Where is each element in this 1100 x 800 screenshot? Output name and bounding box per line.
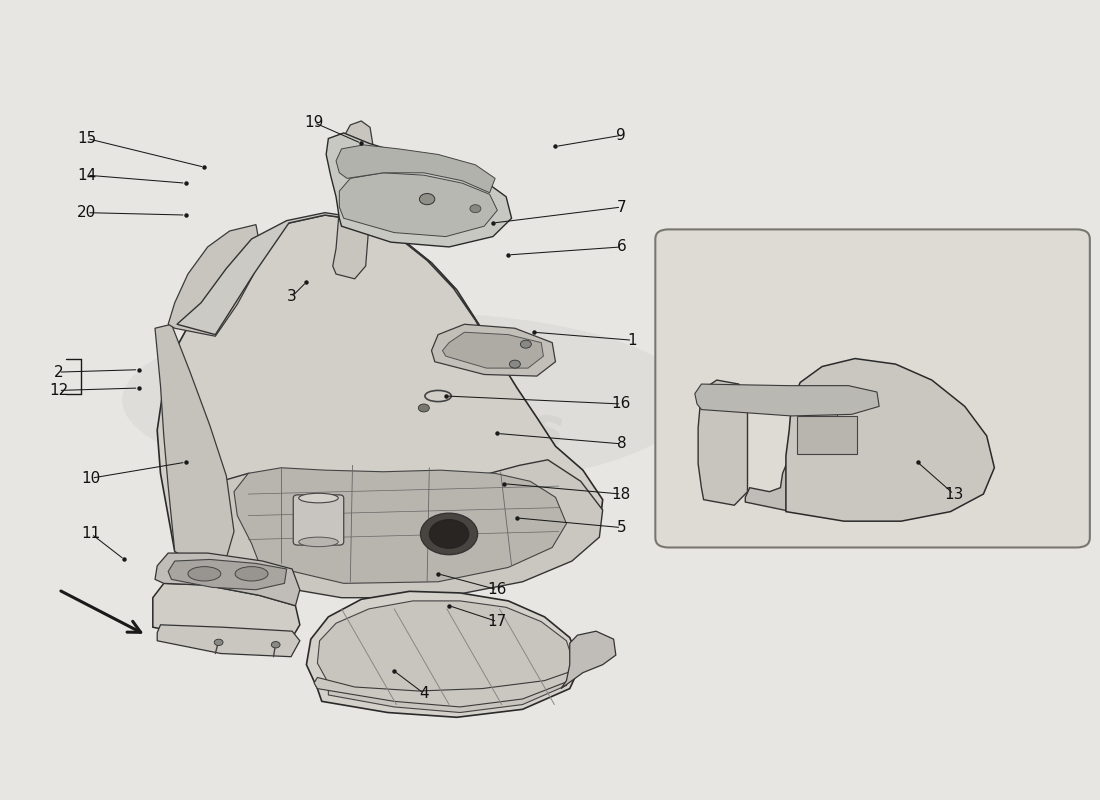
Ellipse shape xyxy=(188,566,221,581)
Text: 11: 11 xyxy=(81,526,101,542)
FancyBboxPatch shape xyxy=(294,495,343,545)
Polygon shape xyxy=(177,213,497,356)
Polygon shape xyxy=(155,324,234,577)
Polygon shape xyxy=(442,332,543,368)
Polygon shape xyxy=(431,324,556,376)
Text: 17: 17 xyxy=(487,614,507,629)
Text: 13: 13 xyxy=(944,486,964,502)
Polygon shape xyxy=(153,583,300,643)
Circle shape xyxy=(214,639,223,646)
Circle shape xyxy=(470,205,481,213)
Text: 18: 18 xyxy=(612,486,631,502)
Text: 6: 6 xyxy=(616,239,626,254)
Text: classiparts: classiparts xyxy=(245,341,570,459)
Polygon shape xyxy=(315,671,572,707)
Text: 20: 20 xyxy=(77,205,97,220)
Polygon shape xyxy=(327,133,512,247)
Text: 9: 9 xyxy=(616,128,626,143)
Text: 1: 1 xyxy=(627,333,637,348)
Text: 16: 16 xyxy=(487,582,507,598)
Ellipse shape xyxy=(122,312,693,488)
Polygon shape xyxy=(561,631,616,689)
Circle shape xyxy=(509,360,520,368)
Circle shape xyxy=(418,404,429,412)
Polygon shape xyxy=(336,145,495,193)
Circle shape xyxy=(272,642,280,648)
Circle shape xyxy=(520,340,531,348)
Polygon shape xyxy=(157,625,300,657)
Text: 5: 5 xyxy=(616,520,626,535)
Circle shape xyxy=(429,519,469,548)
Polygon shape xyxy=(698,380,748,506)
Polygon shape xyxy=(785,358,994,521)
Polygon shape xyxy=(205,460,603,598)
Text: 10: 10 xyxy=(81,470,101,486)
Text: 3: 3 xyxy=(287,289,297,304)
Polygon shape xyxy=(307,591,581,718)
FancyBboxPatch shape xyxy=(656,230,1090,547)
Text: 8: 8 xyxy=(616,436,626,451)
Polygon shape xyxy=(695,384,879,416)
Circle shape xyxy=(419,194,435,205)
Polygon shape xyxy=(339,173,497,237)
Polygon shape xyxy=(155,553,300,606)
Polygon shape xyxy=(332,121,374,279)
Polygon shape xyxy=(168,225,260,336)
Text: 19: 19 xyxy=(305,115,323,130)
Circle shape xyxy=(420,514,477,554)
Polygon shape xyxy=(746,450,844,512)
Text: 7: 7 xyxy=(616,199,626,214)
Polygon shape xyxy=(168,559,287,590)
Text: 16: 16 xyxy=(612,397,631,411)
Polygon shape xyxy=(157,215,603,593)
Polygon shape xyxy=(234,468,566,583)
Ellipse shape xyxy=(299,494,338,503)
Text: 15: 15 xyxy=(77,131,97,146)
Polygon shape xyxy=(318,601,574,713)
Text: 4: 4 xyxy=(419,686,429,701)
Ellipse shape xyxy=(299,537,338,546)
Text: 12: 12 xyxy=(48,383,68,398)
Polygon shape xyxy=(802,402,837,448)
Text: 14: 14 xyxy=(77,168,97,182)
FancyBboxPatch shape xyxy=(796,416,857,454)
Text: 2: 2 xyxy=(54,365,64,379)
Ellipse shape xyxy=(235,566,268,581)
